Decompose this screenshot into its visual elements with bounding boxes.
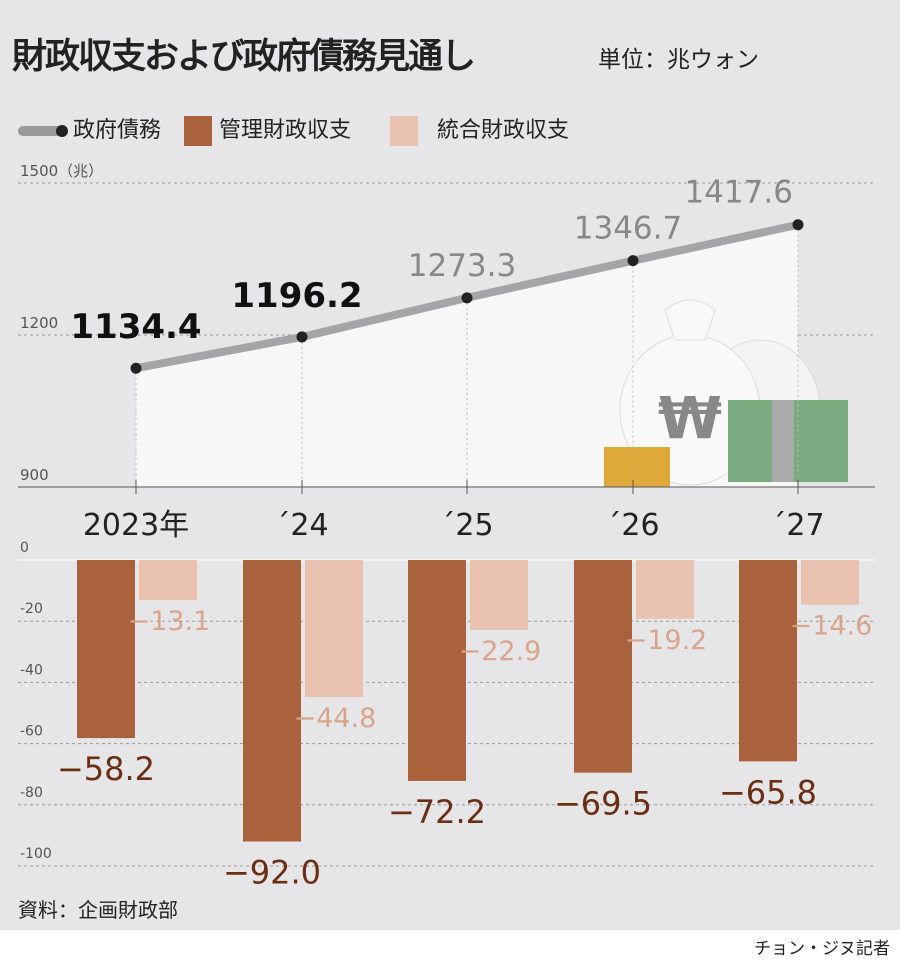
integrated-bar xyxy=(636,560,694,619)
x-tick-label: 2023年 xyxy=(83,508,189,543)
x-tick-label: ´26 xyxy=(606,508,659,543)
integrated-bar xyxy=(139,560,197,601)
won-sign-icon: ₩ xyxy=(658,384,722,452)
legend-label: 政府債務 xyxy=(73,118,162,143)
y-tick-label: -20 xyxy=(20,601,43,617)
money-bag-neck xyxy=(664,299,716,341)
source-note: 資料：企画財政部 xyxy=(18,898,178,922)
integrated-value-label: −44.8 xyxy=(294,703,377,734)
integrated-value-label: −13.1 xyxy=(128,606,211,637)
managed-bar xyxy=(77,560,135,739)
y-tick-label: 1500（兆） xyxy=(20,162,103,180)
managed-value-label: −92.0 xyxy=(223,854,321,892)
y-tick-label: -80 xyxy=(20,785,43,801)
debt-value-label: 1417.6 xyxy=(685,175,793,211)
legend-line-swatch xyxy=(18,125,68,137)
legend-managed: 管理財政収支 xyxy=(184,112,351,146)
x-tick-label: ´27 xyxy=(771,508,824,543)
coins-icon xyxy=(604,447,670,487)
chart-title: 財政収支および政府債務見通し xyxy=(12,37,476,77)
y-tick-label: -60 xyxy=(20,724,43,740)
y-tick-label: 1200 xyxy=(20,314,58,332)
x-tick-label: ´25 xyxy=(440,508,493,543)
managed-value-label: −69.5 xyxy=(554,785,652,823)
legend-label: 管理財政収支 xyxy=(219,118,352,143)
integrated-bar xyxy=(801,560,859,605)
legend-debt: 政府債務 xyxy=(18,112,161,144)
debt-point xyxy=(130,362,142,374)
unit-label: 単位：兆ウォン xyxy=(598,47,759,73)
chart-svg: 1500（兆） 1200 900 ₩1134.4 2023年 1196.2 ´24 1273.… xyxy=(18,162,875,892)
managed-bar xyxy=(739,560,797,762)
debt-point xyxy=(792,219,804,231)
debt-value-label: 1134.4 xyxy=(70,307,201,347)
y-tick-label: 0 xyxy=(20,540,29,556)
integrated-value-label: −14.6 xyxy=(790,611,873,642)
banknote-band-icon xyxy=(772,400,794,482)
debt-value-label: 1196.2 xyxy=(231,276,362,316)
debt-point xyxy=(461,292,473,304)
debt-value-label: 1346.7 xyxy=(574,211,682,247)
y-tick-label: -40 xyxy=(20,662,43,678)
legend-swatch xyxy=(184,116,212,146)
debt-point xyxy=(296,331,308,343)
integrated-bar xyxy=(470,560,528,631)
y-tick-label: 900 xyxy=(20,466,49,484)
debt-point xyxy=(627,255,639,267)
managed-value-label: −58.2 xyxy=(57,750,155,788)
managed-bar xyxy=(243,560,301,842)
legend-integrated: 統合財政収支 xyxy=(390,112,569,146)
managed-bar xyxy=(408,560,466,781)
managed-value-label: −65.8 xyxy=(719,773,817,811)
integrated-bar xyxy=(305,560,363,698)
integrated-value-label: −19.2 xyxy=(625,625,708,656)
integrated-value-label: −22.9 xyxy=(459,636,542,667)
legend-swatch xyxy=(390,116,418,146)
credit-note: チョン・ジヌ記者 xyxy=(754,939,890,959)
managed-value-label: −72.2 xyxy=(388,793,486,831)
x-tick-label: ´24 xyxy=(275,508,328,543)
legend-label: 統合財政収支 xyxy=(437,118,570,143)
debt-value-label: 1273.3 xyxy=(408,248,516,284)
y-tick-label: -100 xyxy=(20,846,52,862)
managed-bar xyxy=(574,560,632,773)
